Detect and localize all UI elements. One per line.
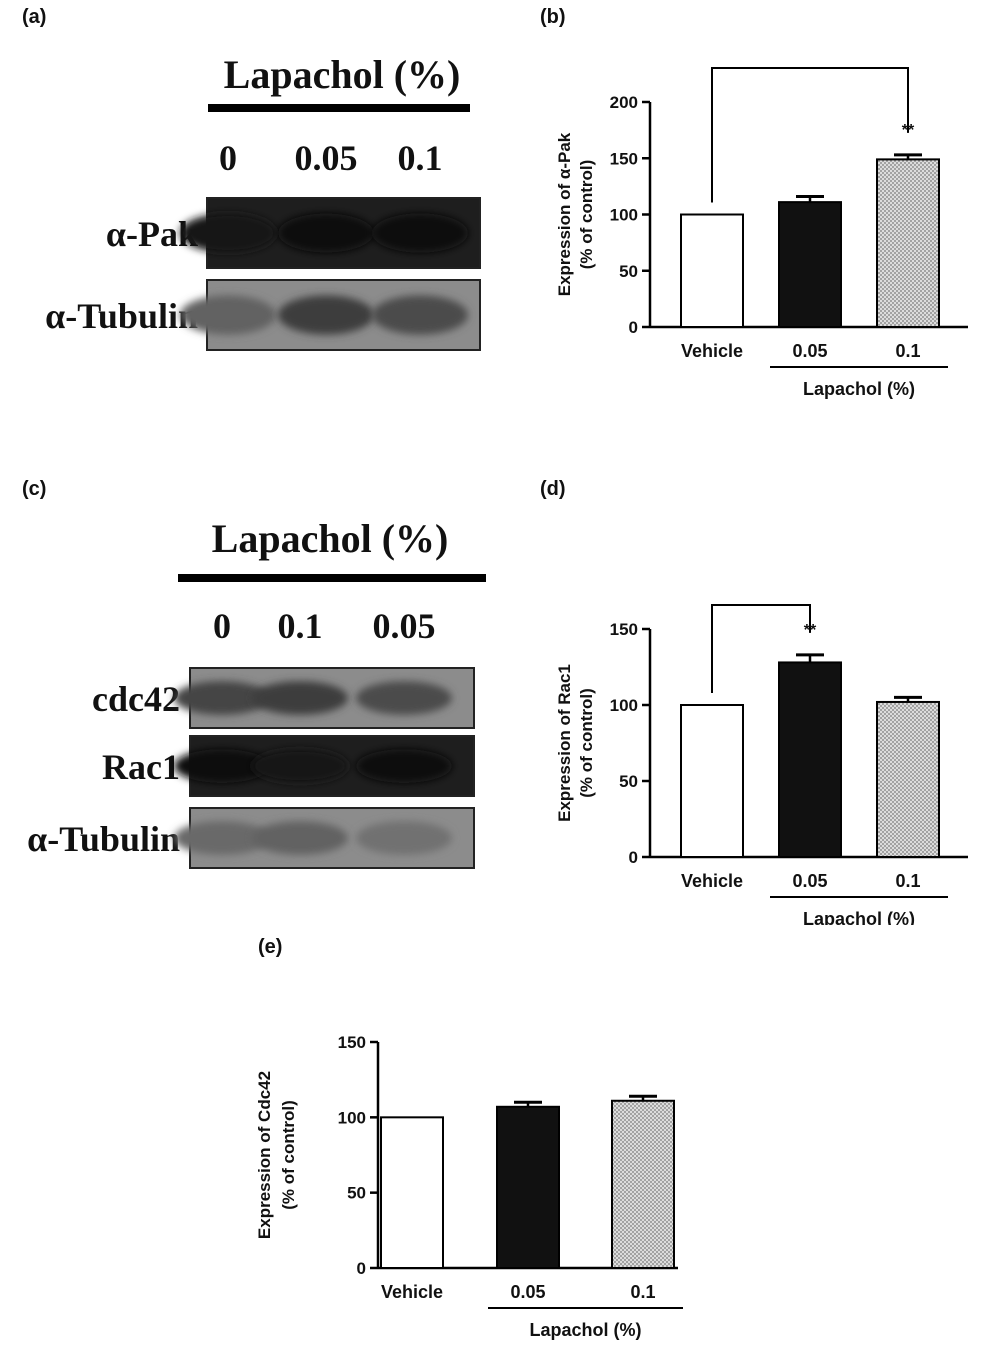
x-group-label: Lapachol (%)	[803, 909, 915, 925]
blot-band	[252, 681, 348, 715]
western-blot-a: Lapachol (%) 0 0.05 0.1 α-Pak α-Tubulin	[45, 52, 481, 351]
blot-band	[372, 213, 468, 253]
panel-a-letter: (a)	[22, 6, 47, 28]
blot-row: α-Tubulin	[45, 279, 481, 351]
panel-c-letter: (c)	[22, 478, 47, 500]
y-tick-label: 100	[338, 1108, 366, 1127]
x-tick-label: 0.1	[895, 871, 920, 891]
x-tick-label: Vehicle	[381, 1282, 443, 1302]
treatment-bar	[208, 104, 470, 112]
blot-row: α-Tubulin	[27, 807, 475, 869]
bar-chart-d: 0 50 100 150 Expression of Rac1 (% of control…	[555, 604, 968, 925]
y-tick-label: 200	[610, 93, 638, 112]
blot-band	[278, 295, 374, 335]
blot-band	[252, 749, 348, 783]
y-axis-label: Expression of Cdc42	[255, 1071, 274, 1239]
blot-band	[174, 749, 270, 783]
bar	[380, 1116, 444, 1269]
y-tick-label: 50	[619, 262, 638, 281]
blot-row-label: Rac1	[102, 747, 180, 787]
blot-band	[174, 681, 270, 715]
bar-chart-b: 0 50 100 150 200 Expression of α-Pak (% of con…	[555, 67, 968, 399]
y-tick-label: 0	[629, 848, 638, 867]
y-tick-label: 150	[610, 149, 638, 168]
blot-row-label: α-Tubulin	[27, 819, 180, 859]
y-tick-label: 150	[338, 1033, 366, 1052]
blot-band	[356, 821, 452, 855]
blot-band	[252, 821, 348, 855]
bar	[876, 700, 940, 858]
y-tick-label: 0	[357, 1259, 366, 1278]
x-tick-label: 0.05	[510, 1282, 545, 1302]
lane-label: 0.05	[295, 138, 358, 178]
lane-label: 0.05	[373, 606, 436, 646]
blot-row-label: cdc42	[92, 679, 180, 719]
bar	[680, 213, 744, 328]
significance-bracket	[711, 604, 811, 693]
y-axis-label-unit: (% of control)	[577, 688, 596, 798]
significance-label: **	[902, 122, 915, 139]
blot-row-label: α-Tubulin	[45, 296, 198, 336]
blot-row: Rac1	[102, 735, 475, 797]
bar	[496, 1105, 560, 1269]
lane-label: 0.1	[398, 138, 443, 178]
y-tick-label: 50	[347, 1184, 366, 1203]
panel-d-letter: (d)	[540, 478, 566, 500]
blot-band	[356, 681, 452, 715]
bar	[778, 661, 842, 858]
blot-band	[180, 295, 276, 335]
treatment-bar	[178, 574, 486, 582]
blot-band	[180, 213, 276, 253]
bar	[680, 704, 744, 858]
y-tick-label: 100	[610, 206, 638, 225]
lane-label: 0	[219, 138, 237, 178]
x-tick-label: Vehicle	[681, 871, 743, 891]
x-tick-label: Vehicle	[681, 341, 743, 361]
significance-bracket	[711, 67, 909, 203]
y-axis-label: Expression of Rac1	[555, 664, 574, 822]
x-tick-label: 0.05	[792, 341, 827, 361]
panel-e-letter: (e)	[258, 936, 283, 958]
x-tick-label: 0.05	[792, 871, 827, 891]
bar	[611, 1099, 675, 1270]
blot-row: cdc42	[92, 667, 475, 729]
blot-band	[174, 821, 270, 855]
blot-band	[278, 213, 374, 253]
x-group-label: Lapachol (%)	[803, 379, 915, 399]
significance-label: **	[804, 622, 817, 639]
lane-label: 0.1	[278, 606, 323, 646]
y-axis-label: Expression of α-Pak	[555, 132, 574, 296]
blot-band	[372, 295, 468, 335]
x-tick-label: 0.1	[630, 1282, 655, 1302]
lane-label: 0	[213, 606, 231, 646]
y-tick-label: 100	[610, 696, 638, 715]
treatment-title: Lapachol (%)	[212, 516, 449, 561]
bar-chart-e: 0 50 100 150 Expression of Cdc42 (% of contro…	[255, 1033, 683, 1340]
y-axis-label-unit: (% of control)	[279, 1100, 298, 1210]
y-tick-label: 50	[619, 772, 638, 791]
y-tick-label: 0	[629, 318, 638, 337]
y-axis-label-unit: (% of control)	[577, 160, 596, 270]
panel-b-letter: (b)	[540, 6, 566, 28]
x-group-label: Lapachol (%)	[529, 1320, 641, 1340]
bar	[876, 158, 940, 328]
western-blot-c: Lapachol (%) 0 0.1 0.05 cdc42 Rac1 α-Tubulin	[27, 516, 486, 869]
y-tick-label: 150	[610, 620, 638, 639]
bar	[778, 201, 842, 328]
blot-row: α-Pak	[106, 197, 481, 269]
treatment-title: Lapachol (%)	[224, 52, 461, 97]
blot-band	[356, 749, 452, 783]
x-tick-label: 0.1	[895, 341, 920, 361]
